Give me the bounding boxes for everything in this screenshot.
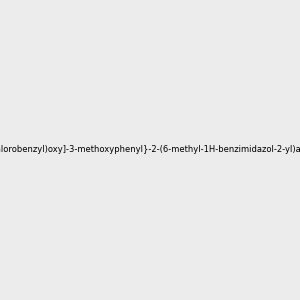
Text: 3-{2-[(2-chlorobenzyl)oxy]-3-methoxyphenyl}-2-(6-methyl-1H-benzimidazol-2-yl)acr: 3-{2-[(2-chlorobenzyl)oxy]-3-methoxyphen…: [0, 146, 300, 154]
